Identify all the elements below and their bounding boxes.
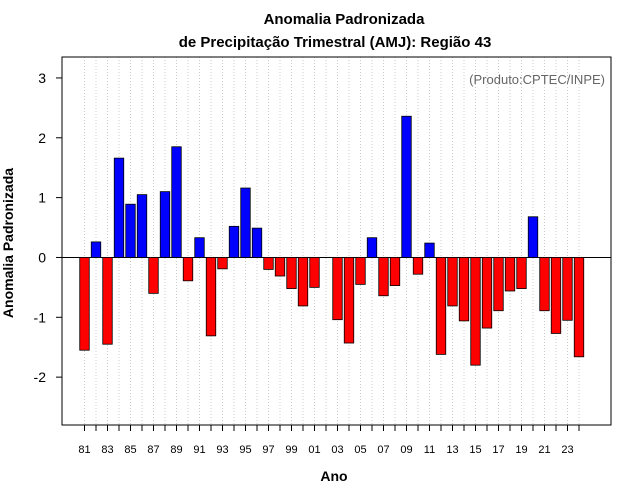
y-axis: -2 -1 0 1 2 3 [34, 70, 62, 385]
bar-2006 [366, 237, 378, 258]
bar-2009 [401, 115, 412, 258]
bar-2017 [493, 257, 504, 312]
y-tick-label: 1 [38, 190, 46, 206]
bar-1997 [263, 257, 274, 270]
bar-2015 [470, 257, 481, 366]
chart-title: Anomalia Padronizada [264, 11, 426, 28]
bar-2010 [412, 257, 424, 275]
x-tick-label: 85 [124, 444, 136, 456]
bar-1991 [194, 237, 205, 258]
bar-1982 [90, 241, 102, 258]
bar-2023 [562, 257, 573, 321]
bar-1996 [251, 227, 263, 258]
bar-1990 [182, 257, 194, 282]
chart-subtitle: de Precipitação Trimestral (AMJ): Região… [179, 34, 492, 51]
bars [79, 115, 585, 366]
x-axis: 81 83 85 87 89 91 93 95 97 99 01 03 05 07 09 11 13 15 17 19… [78, 425, 580, 456]
bar-1999 [286, 257, 297, 289]
bar-1995 [240, 187, 251, 258]
x-tick-label: 19 [515, 444, 527, 456]
bar-1987 [148, 257, 159, 294]
bar-1992 [205, 257, 217, 337]
bar-2012 [435, 257, 447, 355]
bar-1989 [171, 146, 182, 258]
x-tick-label: 81 [78, 444, 90, 456]
x-tick-label: 17 [492, 444, 504, 456]
bar-2020 [527, 216, 539, 258]
x-tick-label: 15 [469, 444, 481, 456]
bar-1994 [228, 225, 240, 258]
bar-1984 [113, 157, 125, 258]
credit-text: (Produto:CPTEC/INPE) [469, 72, 605, 87]
x-axis-label: Ano [320, 468, 347, 484]
bar-1988 [159, 191, 171, 258]
y-tick-label: -1 [34, 309, 47, 325]
x-tick-label: 03 [331, 444, 343, 456]
x-tick-label: 97 [262, 444, 274, 456]
bar-1998 [274, 257, 286, 277]
bar-1986 [136, 194, 148, 258]
x-tick-label: 07 [377, 444, 389, 456]
y-tick-label: 2 [38, 130, 46, 146]
bar-2004 [343, 257, 355, 344]
x-tick-label: 01 [308, 444, 320, 456]
bar-2019 [516, 257, 527, 289]
x-tick-label: 09 [400, 444, 412, 456]
bar-2007 [378, 257, 389, 297]
bar-2003 [332, 257, 343, 321]
bar-2018 [504, 257, 516, 292]
bar-1983 [102, 257, 113, 345]
x-tick-label: 23 [561, 444, 573, 456]
x-tick-label: 83 [101, 444, 113, 456]
bar-2022 [550, 257, 562, 334]
bar-2001 [309, 257, 320, 288]
bar-2021 [539, 257, 550, 312]
bar-2013 [447, 257, 458, 307]
bar-1985 [125, 203, 136, 258]
y-axis-label: Anomalia Padronizada [0, 168, 16, 318]
x-tick-label: 99 [285, 444, 297, 456]
bar-1993 [217, 257, 228, 270]
bar-2005 [355, 257, 366, 285]
plot-frame [61, 56, 612, 426]
x-tick-label: 87 [147, 444, 159, 456]
x-tick-label: 11 [424, 444, 435, 456]
x-tick-label: 91 [193, 444, 205, 456]
x-tick-label: 21 [538, 444, 550, 456]
bar-2014 [458, 257, 470, 322]
x-tick-label: 95 [239, 444, 251, 456]
grid-lines [84, 57, 580, 425]
x-tick-label: 89 [170, 444, 182, 456]
y-tick-label: 0 [38, 249, 46, 265]
bar-2024 [573, 257, 585, 358]
bar-1981 [79, 257, 90, 351]
x-tick-label: 13 [446, 444, 458, 456]
y-tick-label: -2 [34, 369, 47, 385]
x-tick-label: 05 [354, 444, 366, 456]
bar-2000 [297, 257, 309, 307]
y-tick-label: 3 [38, 70, 46, 86]
bar-2016 [481, 257, 493, 329]
bar-2011 [424, 242, 435, 258]
bar-2008 [389, 257, 401, 286]
x-tick-label: 93 [216, 444, 228, 456]
